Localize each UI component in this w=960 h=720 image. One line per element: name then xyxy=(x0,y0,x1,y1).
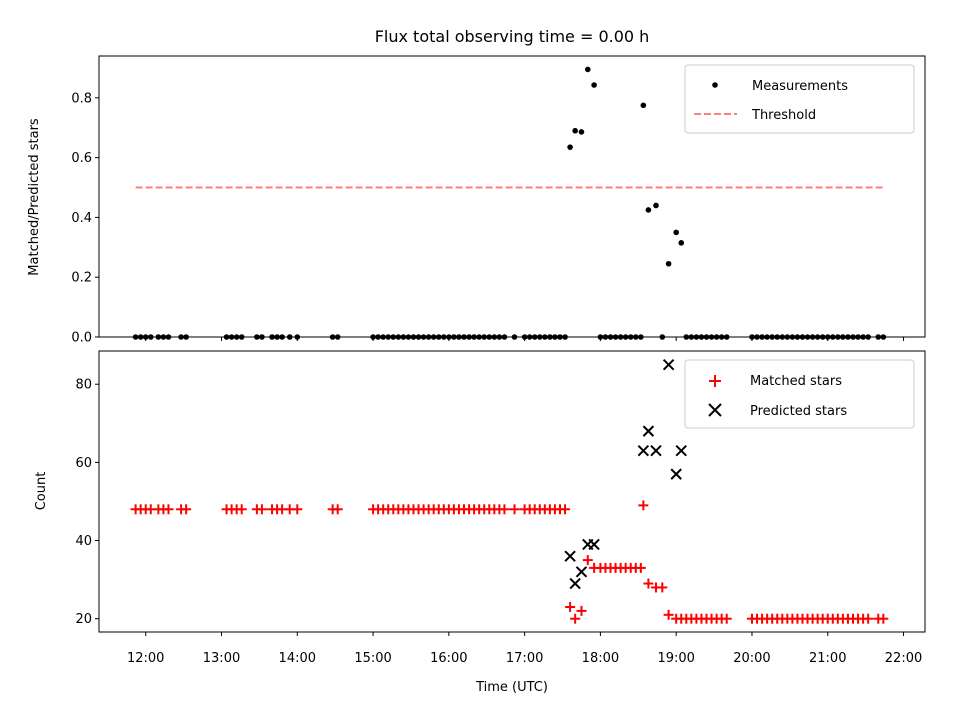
bottom-ytick-label: 60 xyxy=(75,456,92,471)
predicted-star-point xyxy=(564,550,576,562)
matched-star-point xyxy=(863,613,874,624)
top-ytick-label: 0.6 xyxy=(71,151,92,166)
matched-star-point xyxy=(292,504,303,515)
bottom-xtick-label: 20:00 xyxy=(733,651,770,666)
predicted-star-point xyxy=(670,468,682,480)
measurement-point xyxy=(572,127,578,134)
bottom-yticks: 20 40 60 80 xyxy=(75,378,99,627)
measurement-point xyxy=(584,66,591,73)
predicted-star-point xyxy=(575,566,588,578)
matched-star-point xyxy=(582,555,593,566)
ratio-panel: Matched/Predicted stars 0.00.20.40.60.8 … xyxy=(27,55,926,346)
matched-star-point xyxy=(657,582,668,593)
predicted-star-point xyxy=(642,425,655,437)
measurement-point xyxy=(567,144,573,150)
matched-star-point xyxy=(638,500,649,511)
count-panel: Count Time (UTC) 20 40 60 80 12:00 13:00 14:0… xyxy=(34,350,926,695)
bottom-xtick-label: 18:00 xyxy=(582,651,619,666)
matched-star-point xyxy=(663,609,674,620)
measurement-point xyxy=(653,202,659,209)
matched-star-point xyxy=(181,504,192,515)
measurement-point xyxy=(645,207,652,213)
bottom-xtick-label: 12:00 xyxy=(127,651,164,666)
matched-star-point xyxy=(643,578,654,589)
top-frame xyxy=(98,55,926,338)
matched-star-point xyxy=(565,601,576,612)
top-marks xyxy=(132,66,887,340)
predicted-star-point xyxy=(588,538,600,551)
top-ytick-label: 0.0 xyxy=(71,331,92,346)
matched-star-point xyxy=(332,504,343,515)
chart-title: Flux total observing time = 0.00 h xyxy=(375,27,650,46)
measurement-point xyxy=(673,229,679,236)
matched-star-point xyxy=(721,613,732,624)
bottom-xtick-label: 15:00 xyxy=(354,651,391,666)
legend-measurements-label: Measurements xyxy=(752,79,848,94)
matched-star-point xyxy=(878,613,889,624)
bottom-xtick-label: 16:00 xyxy=(430,651,467,666)
matched-star-point xyxy=(499,504,510,515)
bottom-ytick-label: 80 xyxy=(75,378,92,393)
predicted-star-point xyxy=(675,444,687,457)
measurement-point xyxy=(665,260,672,267)
bottom-xtick-label: 13:00 xyxy=(203,651,240,666)
predicted-star-point xyxy=(662,358,675,371)
bottom-ytick-label: 20 xyxy=(75,612,92,627)
top-ytick-label: 0.4 xyxy=(71,211,92,226)
top-ytick-label: 0.2 xyxy=(71,271,92,286)
legend-measurements-marker xyxy=(712,82,718,88)
legend-matched-marker xyxy=(709,375,721,387)
bottom-frame xyxy=(98,350,926,633)
legend-predicted-marker xyxy=(708,403,722,417)
top-ytick-label: 0.8 xyxy=(71,91,92,106)
bottom-xtick-label: 22:00 xyxy=(885,651,922,666)
bottom-ytick-label: 40 xyxy=(75,534,92,549)
legend-predicted-label: Predicted stars xyxy=(750,404,847,419)
matched-star-point xyxy=(576,605,587,616)
matched-star-point xyxy=(509,504,520,515)
predicted-star-point xyxy=(650,444,662,457)
predicted-star-point xyxy=(637,444,650,457)
measurement-point xyxy=(678,240,685,246)
top-yticks: 0.0 0.2 0.4 0.6 0.8 xyxy=(71,91,99,346)
measurement-point xyxy=(591,82,597,88)
matched-star-point xyxy=(236,504,247,515)
measurement-point xyxy=(578,129,585,135)
bottom-xtick-label: 14:00 xyxy=(279,651,316,666)
matched-star-point xyxy=(560,504,571,515)
top-ylabel: Matched/Predicted stars xyxy=(27,118,42,276)
predicted-star-point xyxy=(569,577,581,590)
bottom-xtick-label: 17:00 xyxy=(506,651,543,666)
x-axis-label: Time (UTC) xyxy=(475,680,548,695)
bottom-marks xyxy=(130,358,889,624)
top-legend: Measurements Threshold xyxy=(684,64,915,134)
bottom-legend: Matched stars Predicted stars xyxy=(684,359,915,429)
bottom-legend-box xyxy=(684,359,915,429)
bottom-xticks: 12:00 13:00 14:00 15:00 16:00 17:00 18:00 19:00… xyxy=(127,632,922,666)
matched-star-point xyxy=(256,504,267,515)
legend-matched-label: Matched stars xyxy=(750,374,842,389)
top-legend-box xyxy=(684,64,915,134)
matched-star-point xyxy=(570,613,581,624)
measurement-point xyxy=(640,102,647,109)
matched-star-point xyxy=(635,562,646,573)
matched-star-point xyxy=(163,504,174,515)
bottom-ylabel: Count xyxy=(34,472,49,511)
legend-threshold-label: Threshold xyxy=(751,108,816,123)
bottom-xtick-label: 19:00 xyxy=(657,651,694,666)
bottom-xtick-label: 21:00 xyxy=(809,651,846,666)
